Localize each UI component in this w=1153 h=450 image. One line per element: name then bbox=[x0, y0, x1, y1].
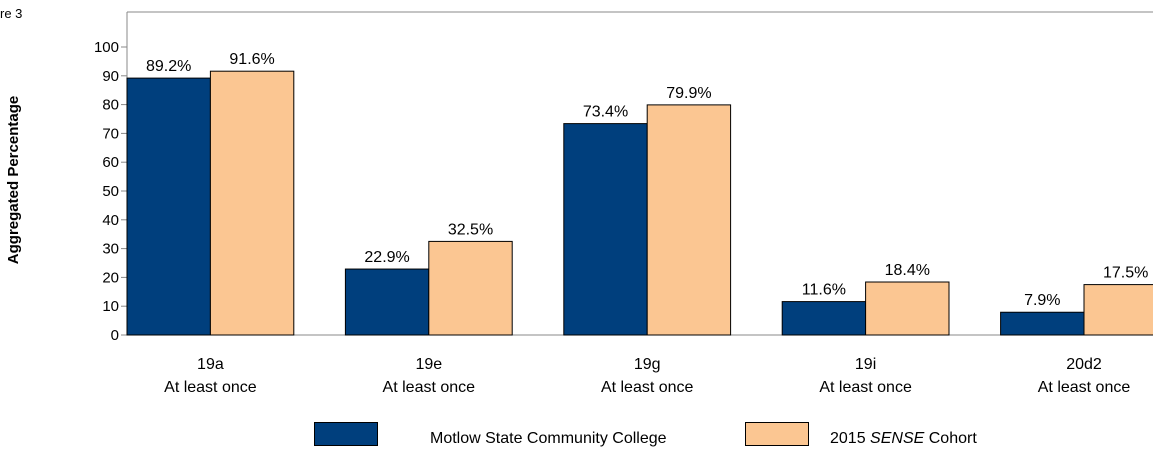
x-category-sub: At least once bbox=[1038, 379, 1131, 396]
y-tick-label: 20 bbox=[102, 269, 119, 286]
y-tick-label: 80 bbox=[102, 97, 119, 114]
bar-19a-series-1 bbox=[126, 77, 211, 336]
bar-value-label: 18.4% bbox=[885, 262, 930, 279]
bar-value-label: 32.5% bbox=[448, 221, 493, 238]
y-tick-label: 90 bbox=[102, 68, 119, 85]
x-category-sub: At least once bbox=[601, 379, 694, 396]
x-category-sub: At least once bbox=[383, 379, 476, 396]
x-category-code: 20d2 bbox=[1066, 356, 1102, 373]
legend: Motlow State Community College 2015 SENS… bbox=[0, 422, 1153, 450]
legend-swatch-motlow bbox=[314, 422, 378, 446]
y-tick-label: 40 bbox=[102, 212, 119, 229]
bar-value-label: 22.9% bbox=[364, 249, 409, 266]
figure-label: re 3 bbox=[0, 6, 23, 21]
y-tick-label: 60 bbox=[102, 154, 119, 171]
legend-label-italic: SENSE bbox=[870, 430, 925, 447]
bar-20d2-series-2 bbox=[1083, 284, 1153, 336]
bar-19g-series-2 bbox=[646, 104, 732, 336]
y-tick-label: 70 bbox=[102, 125, 119, 142]
x-category-sub: At least once bbox=[164, 379, 257, 396]
bar-value-label: 89.2% bbox=[146, 58, 191, 75]
bar-value-label: 11.6% bbox=[802, 282, 846, 299]
legend-label-suffix: Cohort bbox=[924, 430, 977, 447]
bar-19e-series-1 bbox=[344, 268, 430, 336]
bar-value-label: 91.6% bbox=[229, 51, 274, 68]
bar-19g-series-1 bbox=[563, 123, 648, 336]
bar-value-label: 17.5% bbox=[1103, 265, 1148, 282]
x-category-sub: At least once bbox=[819, 379, 912, 396]
bar-19i-series-2 bbox=[865, 281, 950, 336]
x-category-code: 19e bbox=[415, 356, 442, 373]
legend-swatch-sense-cohort bbox=[745, 422, 809, 446]
y-tick-label: 30 bbox=[102, 241, 119, 258]
bar-19a-series-2 bbox=[209, 70, 295, 336]
x-category-code: 19g bbox=[634, 356, 661, 373]
bar-19i-series-1 bbox=[781, 301, 867, 336]
y-tick-label: 0 bbox=[111, 327, 119, 344]
y-tick-label: 100 bbox=[94, 39, 119, 56]
x-category-code: 19i bbox=[855, 356, 876, 373]
bar-value-label: 7.9% bbox=[1024, 292, 1060, 309]
x-category-code: 19a bbox=[197, 356, 224, 373]
legend-label-prefix: 2015 bbox=[830, 430, 871, 447]
bar-value-label: 79.9% bbox=[666, 85, 711, 102]
legend-label-motlow: Motlow State Community College bbox=[430, 430, 667, 447]
y-axis-label: Aggregated Percentage bbox=[5, 96, 22, 264]
y-tick-label: 50 bbox=[102, 183, 119, 200]
legend-label-sense-cohort: 2015 SENSE Cohort bbox=[830, 430, 977, 448]
y-tick-label: 10 bbox=[102, 298, 119, 315]
bar-value-label: 73.4% bbox=[583, 104, 628, 121]
bar-20d2-series-1 bbox=[1000, 311, 1085, 336]
bar-19e-series-2 bbox=[428, 240, 513, 336]
bar-chart: 0 10 20 30 40 50 60 70 80 90 100 89.2% 91.6% 22.9% 32… bbox=[5, 11, 1153, 396]
